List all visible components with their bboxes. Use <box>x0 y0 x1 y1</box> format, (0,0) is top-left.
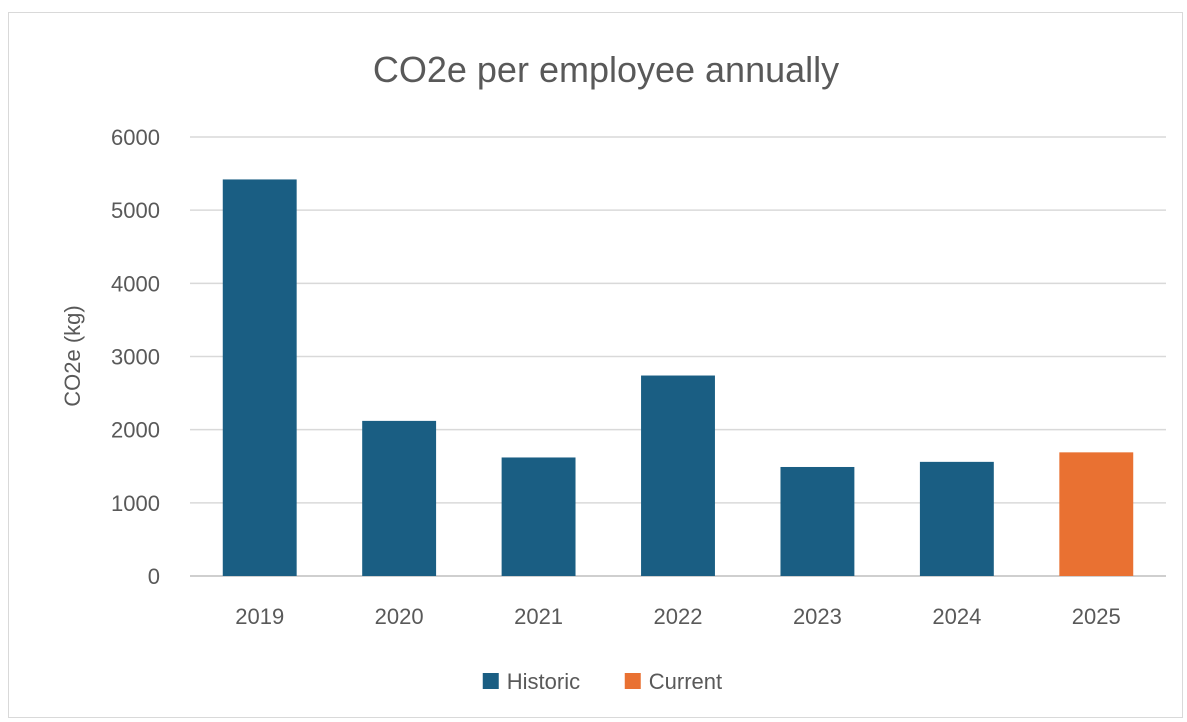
bars <box>222 179 1134 577</box>
chart-title: CO2e per employee annually <box>373 49 839 90</box>
legend-label-historic: Historic <box>507 669 580 694</box>
x-tick-label: 2022 <box>654 604 703 629</box>
x-tick-label: 2019 <box>235 604 284 629</box>
legend-swatch-current <box>624 673 641 689</box>
y-axis-ticks: 0 1000 2000 3000 4000 5000 6000 <box>111 125 160 589</box>
y-tick-label: 0 <box>148 564 160 589</box>
y-tick-label: 1000 <box>111 491 160 516</box>
legend-label-current: Current <box>649 669 722 694</box>
y-tick-label: 6000 <box>111 125 160 150</box>
y-tick-label: 5000 <box>111 198 160 223</box>
legend-swatch-historic <box>482 673 499 689</box>
y-tick-label: 2000 <box>111 418 160 443</box>
x-tick-label: 2023 <box>793 604 842 629</box>
x-tick-label: 2025 <box>1072 604 1121 629</box>
y-tick-label: 4000 <box>111 271 160 296</box>
bar-2023 <box>780 466 855 576</box>
bar-2020 <box>362 420 437 576</box>
x-axis-ticks: 2019 2020 2021 2022 2023 2024 2025 <box>235 604 1121 629</box>
gridlines <box>190 136 1166 577</box>
bar-2021 <box>501 457 576 576</box>
x-tick-label: 2024 <box>932 604 981 629</box>
y-axis-label: CO2e (kg) <box>60 305 85 406</box>
x-tick-label: 2020 <box>375 604 424 629</box>
y-tick-label: 3000 <box>111 345 160 370</box>
x-tick-label: 2021 <box>514 604 563 629</box>
bar-2024 <box>919 461 994 576</box>
legend: Historic Current <box>482 669 722 694</box>
bar-2019 <box>222 179 297 577</box>
bar-2025 <box>1059 452 1134 576</box>
bar-2022 <box>641 375 715 576</box>
chart-frame <box>8 12 1183 718</box>
